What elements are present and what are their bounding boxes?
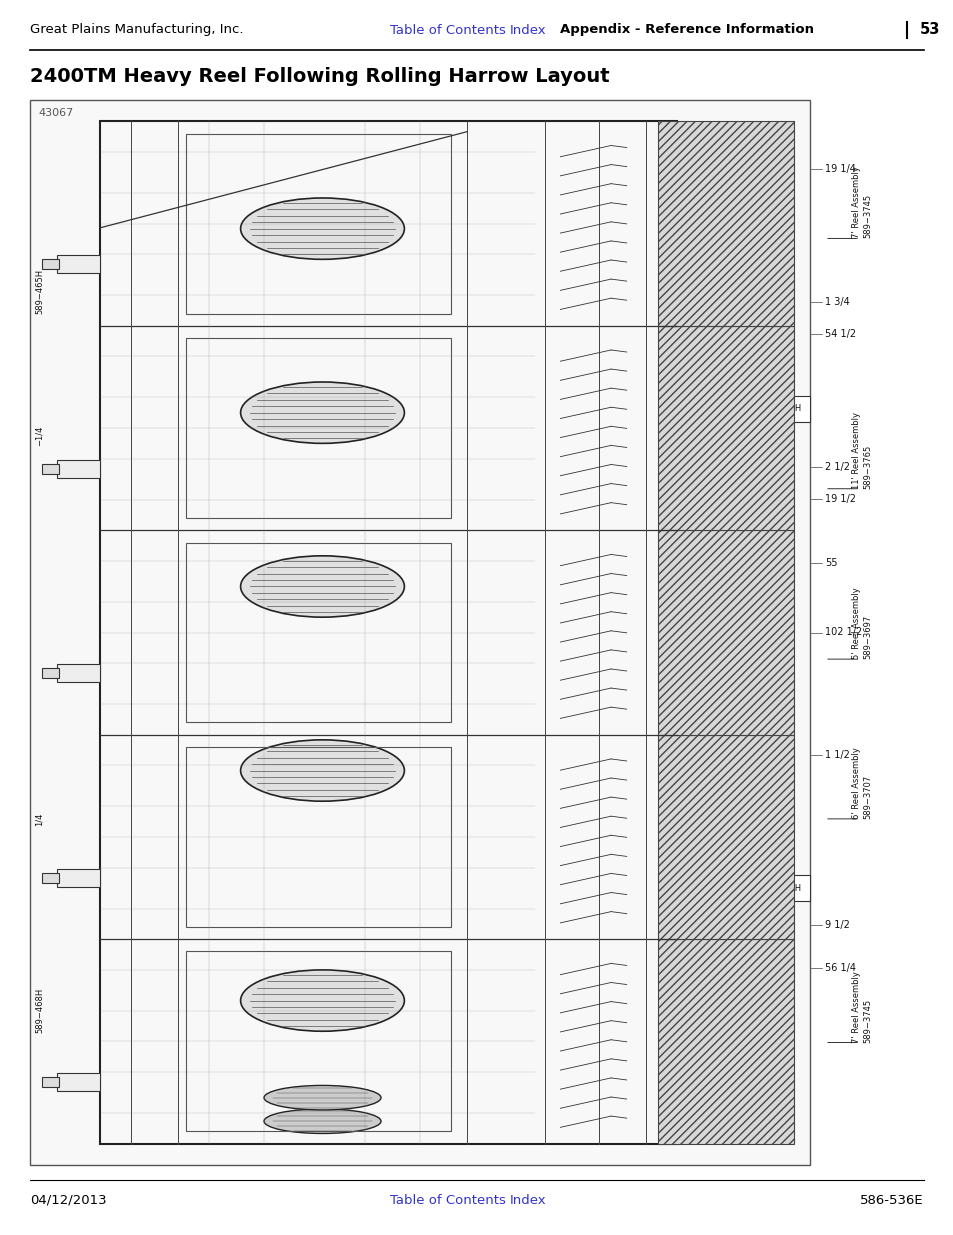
Text: 1/4: 1/4	[35, 813, 44, 825]
Text: 19 1/4: 19 1/4	[824, 164, 855, 174]
Bar	[57, 256, 100, 273]
Bar	[186, 133, 451, 314]
Ellipse shape	[240, 382, 404, 443]
Ellipse shape	[240, 198, 404, 259]
Text: 5' Reel Assembly
589−3697: 5' Reel Assembly 589−3697	[851, 588, 871, 659]
Text: 2400TM Heavy Reel Following Rolling Harrow Layout: 2400TM Heavy Reel Following Rolling Harr…	[30, 68, 609, 86]
Text: 11' Reel Assembly
589−3765: 11' Reel Assembly 589−3765	[851, 411, 871, 489]
Bar	[42, 259, 59, 269]
Ellipse shape	[240, 740, 404, 802]
Text: 55: 55	[824, 558, 837, 568]
Bar	[42, 873, 59, 883]
Bar	[658, 735, 794, 940]
Bar	[42, 464, 59, 474]
Bar	[658, 530, 794, 735]
Bar	[658, 940, 794, 1144]
Bar	[186, 747, 451, 927]
Text: −1/4: −1/4	[35, 425, 44, 446]
Text: 102 1/2: 102 1/2	[824, 627, 862, 637]
Text: 19 1/2: 19 1/2	[824, 494, 855, 504]
Bar	[186, 338, 451, 517]
Text: 54 1/2: 54 1/2	[824, 330, 855, 340]
Text: 2 1/2: 2 1/2	[824, 462, 849, 473]
Bar	[658, 121, 794, 326]
Text: Table of Contents: Table of Contents	[390, 1193, 505, 1207]
Text: 7' Reel Assembly
589−3745: 7' Reel Assembly 589−3745	[851, 971, 871, 1042]
Bar	[100, 121, 677, 1144]
Text: Index: Index	[510, 1193, 546, 1207]
Text: 589−488H: 589−488H	[756, 404, 801, 414]
Bar	[186, 542, 451, 722]
Text: 6' Reel Assembly
589−3707: 6' Reel Assembly 589−3707	[851, 747, 871, 819]
Bar	[42, 1077, 59, 1087]
Ellipse shape	[264, 1109, 380, 1134]
Text: 56 1/4: 56 1/4	[824, 963, 855, 973]
Ellipse shape	[264, 1086, 380, 1110]
Bar	[658, 326, 794, 530]
Ellipse shape	[240, 969, 404, 1031]
Bar	[57, 664, 100, 683]
Text: Table of Contents: Table of Contents	[390, 23, 505, 37]
Text: 9 1/2: 9 1/2	[824, 920, 849, 930]
Bar	[57, 459, 100, 478]
Bar	[57, 869, 100, 887]
Text: 586-536E: 586-536E	[860, 1193, 923, 1207]
Text: 589−468H: 589−468H	[35, 988, 44, 1034]
Text: 1 3/4: 1 3/4	[824, 298, 849, 308]
Text: Appendix - Reference Information: Appendix - Reference Information	[559, 23, 813, 37]
Bar	[30, 100, 809, 1165]
Bar	[186, 951, 451, 1131]
Text: Index: Index	[510, 23, 546, 37]
Text: 589−489H: 589−489H	[756, 883, 801, 893]
Text: 53: 53	[919, 22, 940, 37]
Text: Great Plains Manufacturing, Inc.: Great Plains Manufacturing, Inc.	[30, 23, 243, 37]
Text: 04/12/2013: 04/12/2013	[30, 1193, 107, 1207]
Bar	[57, 1073, 100, 1092]
Text: 589−465H: 589−465H	[35, 269, 44, 314]
Ellipse shape	[240, 556, 404, 618]
Text: 43067: 43067	[38, 107, 73, 119]
Text: 7' Reel Assembly
589−3745: 7' Reel Assembly 589−3745	[851, 167, 871, 238]
Text: 1 1/2: 1 1/2	[824, 750, 849, 760]
Bar	[42, 668, 59, 678]
